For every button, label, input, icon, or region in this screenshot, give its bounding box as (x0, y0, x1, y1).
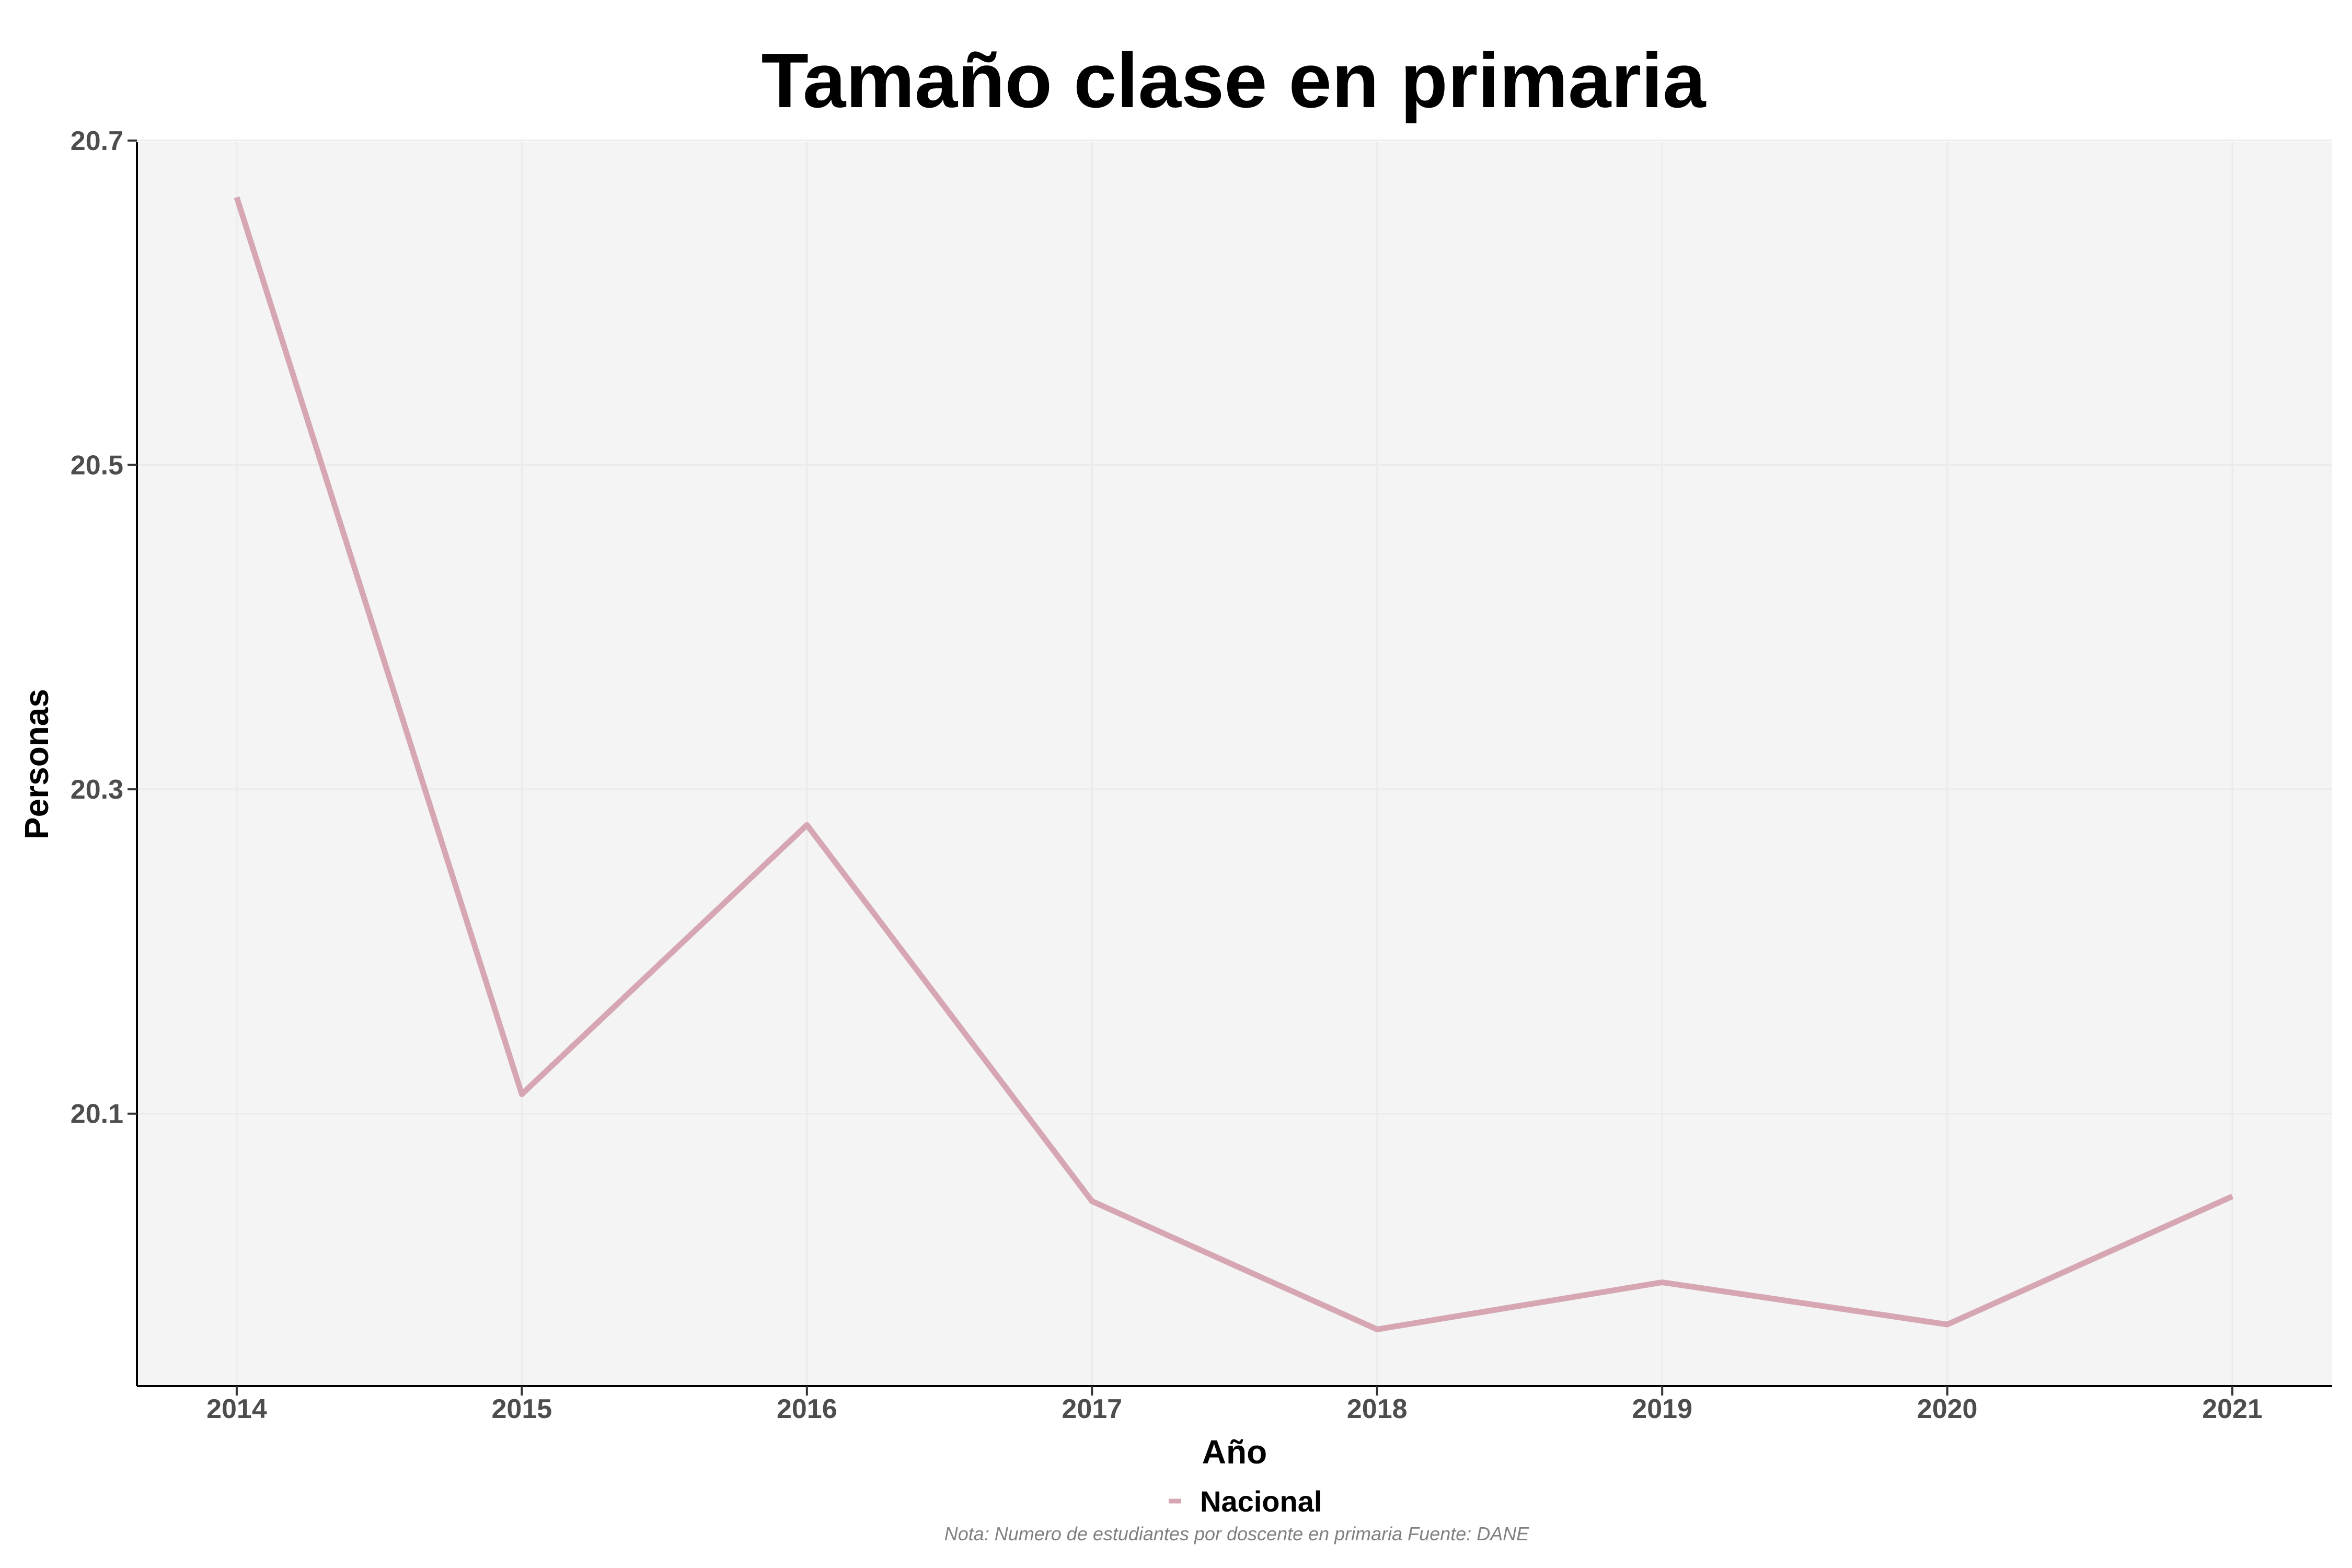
data-point (521, 1093, 522, 1094)
grid-lines (137, 140, 2332, 1386)
y-axis-title: Personas (18, 689, 55, 839)
chart-caption: Nota: Numero de estudiantes por doscente… (944, 1523, 1530, 1544)
x-axis-ticks: 2014 2015 2016 2017 2018 2019 2020 2021 (206, 1386, 2263, 1424)
x-tick-label: 2015 (492, 1394, 552, 1424)
x-tick-label: 2021 (2202, 1394, 2263, 1424)
legend: Nacional (1169, 1485, 1322, 1518)
x-axis-title: Año (1202, 1433, 1267, 1471)
plot-panel (137, 142, 2332, 1386)
series-line-nacional (234, 196, 2234, 1332)
data-point (1377, 1329, 1378, 1330)
data-point (2232, 1196, 2233, 1197)
x-tick-label: 2016 (777, 1394, 837, 1424)
legend-label-nacional: Nacional (1200, 1485, 1322, 1518)
data-point (806, 824, 808, 825)
series-layer (234, 196, 2234, 1332)
x-tick-label: 2017 (1062, 1394, 1122, 1424)
x-tick-label: 2014 (206, 1394, 267, 1424)
chart-title: Tamaño clase en primaria (762, 38, 1707, 124)
y-tick-label: 20.7 (71, 126, 123, 156)
x-tick-label: 2019 (1632, 1394, 1692, 1424)
x-tick-label: 2018 (1347, 1394, 1408, 1424)
data-point (1947, 1324, 1948, 1325)
x-tick-label: 2020 (1917, 1394, 1978, 1424)
data-point (236, 197, 237, 198)
data-point (1091, 1201, 1092, 1202)
y-tick-label: 20.3 (71, 775, 123, 805)
y-tick-label: 20.1 (71, 1099, 123, 1129)
y-tick-label: 20.5 (71, 450, 123, 480)
y-axis-ticks: 20.1 20.3 20.5 20.7 (71, 126, 137, 1129)
data-point (1662, 1282, 1663, 1283)
